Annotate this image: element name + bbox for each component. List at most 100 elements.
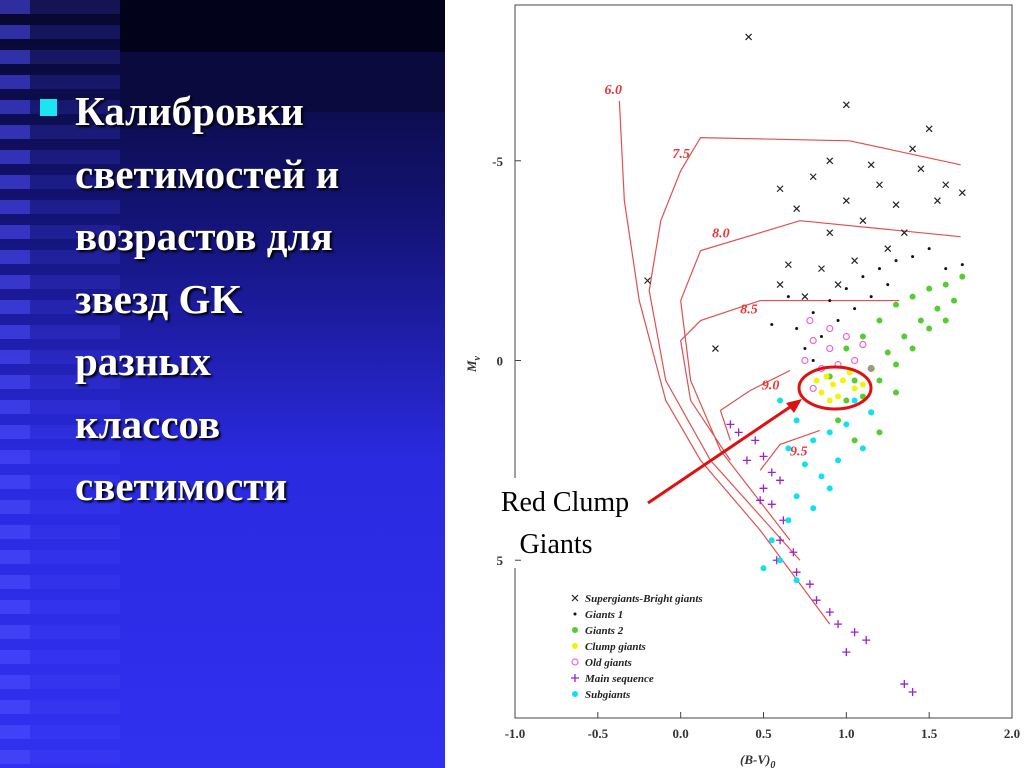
isochrone	[680, 220, 961, 541]
point	[793, 493, 800, 500]
point	[859, 333, 866, 340]
point	[859, 445, 866, 452]
plot-area: 6.0 7.5 8.0 8.5 9.0 9.5	[604, 33, 966, 697]
point	[812, 596, 821, 605]
point	[909, 145, 917, 153]
point	[811, 359, 815, 363]
point	[770, 323, 774, 327]
point	[826, 157, 834, 165]
y-axis-label-text: M	[464, 360, 479, 373]
point	[851, 257, 859, 265]
point	[826, 324, 834, 333]
point	[944, 267, 948, 271]
x-tick-label: 0.0	[673, 726, 689, 741]
point	[801, 293, 809, 301]
point	[818, 473, 825, 480]
annotation-bg	[484, 478, 644, 568]
point	[851, 437, 858, 444]
annotation: Red Clump	[501, 487, 629, 518]
point	[776, 281, 784, 289]
point	[751, 436, 760, 445]
point	[810, 437, 817, 444]
point	[960, 263, 964, 267]
point	[942, 181, 950, 189]
point	[886, 283, 890, 287]
point	[768, 537, 775, 544]
point	[894, 259, 898, 263]
point	[842, 332, 850, 341]
point	[745, 33, 753, 41]
point	[842, 101, 850, 109]
legend-label: Old giants	[585, 657, 632, 669]
point	[784, 261, 792, 269]
point	[835, 457, 842, 464]
point	[818, 389, 825, 396]
point	[810, 505, 817, 512]
point	[876, 377, 883, 384]
point	[793, 577, 800, 584]
point	[777, 557, 784, 564]
point	[917, 165, 925, 173]
point	[786, 295, 790, 299]
bullet	[40, 99, 57, 116]
x-axis-label-text: (B-V)	[740, 752, 770, 767]
y-tick-label: -5	[492, 154, 503, 169]
isochrone	[759, 429, 821, 471]
point	[844, 287, 848, 291]
isochrone	[680, 299, 900, 461]
point	[846, 369, 853, 376]
x-axis-label-sub: 0	[770, 760, 775, 768]
point	[756, 496, 765, 505]
point	[925, 125, 933, 133]
point	[911, 255, 915, 259]
y-axis-label: Mv	[464, 355, 483, 373]
point	[868, 409, 875, 416]
point	[801, 356, 809, 365]
isochrone-label: 9.0	[762, 378, 780, 393]
point	[759, 452, 768, 461]
point	[884, 349, 891, 356]
legend-label: Supergiants-Bright giants	[585, 593, 703, 605]
point	[859, 381, 866, 388]
point	[862, 636, 871, 645]
decor	[120, 0, 445, 52]
point	[826, 229, 834, 237]
point	[843, 421, 850, 428]
point	[830, 381, 837, 388]
isochrone-label: 7.5	[672, 147, 690, 162]
point	[806, 316, 814, 325]
point	[842, 197, 850, 205]
point	[823, 373, 830, 380]
point	[801, 461, 808, 468]
point	[869, 295, 873, 299]
point	[809, 173, 817, 181]
isochrone-label: 8.5	[740, 303, 758, 318]
legend-label: Giants 1	[585, 609, 623, 621]
isochrone-label: 9.5	[790, 444, 808, 459]
point	[901, 333, 908, 340]
point	[834, 620, 843, 629]
point	[840, 377, 847, 384]
point	[861, 275, 865, 279]
y-tick-label: 0	[497, 354, 504, 369]
legend-marker	[573, 612, 577, 616]
text-line: классов	[75, 400, 221, 447]
isochrone-label: 8.0	[712, 227, 730, 242]
point	[900, 229, 908, 237]
point	[836, 319, 840, 323]
x-tick-label: 1.5	[921, 726, 938, 741]
point	[877, 267, 881, 271]
point	[826, 344, 834, 353]
x-axis-label: (B-V)0	[740, 752, 775, 768]
point	[908, 688, 917, 697]
point	[776, 476, 785, 485]
point	[859, 393, 866, 400]
point	[795, 327, 799, 331]
point	[785, 445, 792, 452]
point	[809, 384, 817, 393]
point	[826, 397, 833, 404]
x-tick-label: -0.5	[588, 726, 609, 741]
point	[926, 285, 933, 292]
point	[892, 201, 900, 209]
